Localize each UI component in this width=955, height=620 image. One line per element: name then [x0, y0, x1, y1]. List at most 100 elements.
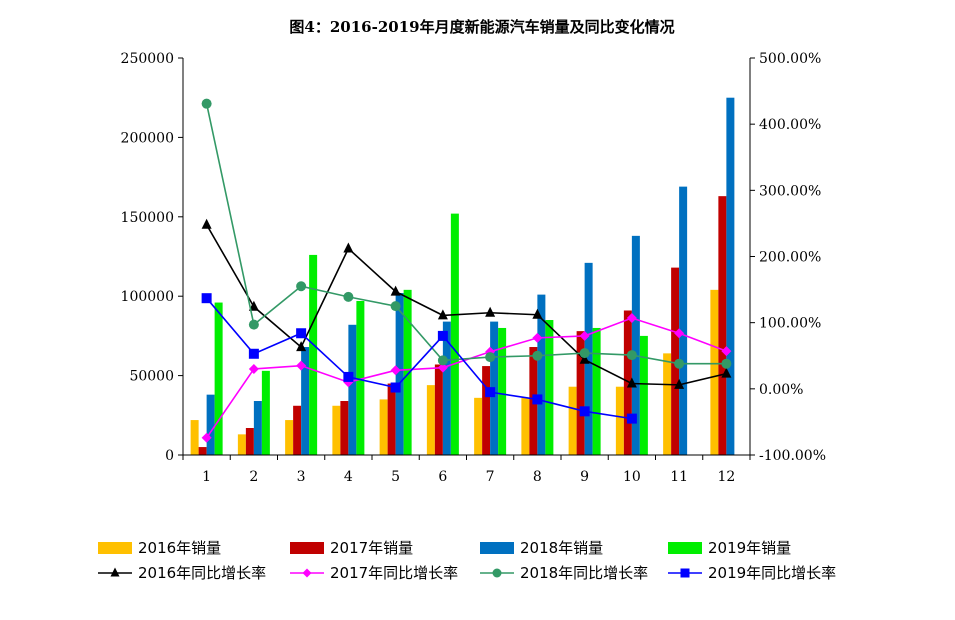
marker-square	[296, 328, 307, 339]
bar	[332, 405, 341, 455]
marker-triangle	[579, 353, 590, 364]
y-left-tick-label: 100000	[121, 289, 174, 305]
legend-label: 2018年同比增长率	[520, 564, 648, 582]
marker-circle	[579, 348, 590, 359]
y-left-tick-label: 250000	[121, 51, 174, 67]
marker-diamond	[721, 346, 732, 357]
bar	[198, 447, 207, 455]
marker-square	[579, 406, 590, 417]
marker-square	[343, 371, 354, 382]
legend-label: 2016年销量	[138, 539, 221, 557]
bar	[623, 310, 632, 455]
marker-triangle	[437, 309, 448, 320]
bar	[450, 213, 459, 455]
y-right-tick-label: 100.00%	[759, 316, 821, 332]
legend-label: 2019年同比增长率	[708, 564, 836, 582]
marker-triangle	[201, 218, 212, 229]
marker-square	[201, 293, 212, 304]
bar	[379, 399, 388, 455]
x-tick-label: 3	[297, 469, 306, 485]
marker-diamond	[302, 568, 312, 578]
y-right-tick-label: 0.00%	[759, 382, 803, 398]
bar	[309, 254, 318, 455]
x-tick-label: 6	[438, 469, 447, 485]
marker-circle	[437, 355, 448, 366]
marker-diamond	[248, 363, 259, 374]
bar	[301, 347, 310, 455]
marker-triangle	[296, 341, 307, 352]
bar	[576, 331, 585, 455]
marker-circle	[626, 350, 637, 361]
series-line	[205, 224, 727, 386]
marker-square	[437, 330, 448, 341]
marker-circle	[201, 98, 212, 109]
bar	[545, 320, 554, 455]
x-tick-label: 10	[623, 469, 641, 485]
legend-label: 2017年销量	[330, 539, 413, 557]
bar	[482, 366, 491, 455]
marker-square	[680, 568, 690, 578]
bar	[214, 302, 223, 455]
bar	[442, 321, 451, 455]
marker-diamond	[390, 365, 401, 376]
x-tick-label: 11	[670, 469, 688, 485]
lines-layer	[201, 98, 732, 443]
marker-circle	[390, 301, 401, 312]
bar	[237, 434, 246, 455]
bar	[434, 364, 443, 455]
marker-circle	[485, 352, 496, 363]
marker-triangle	[626, 377, 637, 388]
marker-diamond	[532, 332, 543, 343]
bar	[631, 235, 640, 455]
marker-triangle	[532, 308, 543, 319]
bar	[718, 196, 727, 455]
marker-circle	[674, 358, 685, 369]
marker-square	[626, 413, 637, 424]
legend-swatch	[98, 542, 132, 554]
y-left-tick-label: 50000	[129, 369, 174, 385]
marker-circle	[532, 350, 543, 361]
y-right-tick-label: 200.00%	[759, 250, 821, 266]
marker-square	[390, 382, 401, 393]
y-right-tick-label: 400.00%	[759, 117, 821, 133]
marker-circle	[492, 568, 502, 578]
y-left-tick-label: 0	[165, 448, 174, 464]
bar	[190, 420, 199, 455]
marker-triangle	[248, 300, 259, 311]
legend-label: 2016年同比增长率	[138, 564, 266, 582]
bar	[521, 397, 530, 455]
bar	[663, 353, 672, 455]
bar	[615, 386, 624, 455]
y-right-tick-label: -100.00%	[759, 448, 826, 464]
bar	[348, 324, 357, 455]
x-tick-label: 5	[391, 469, 400, 485]
marker-triangle	[721, 367, 732, 378]
y-right-tick-label: 500.00%	[759, 51, 821, 67]
marker-diamond	[579, 330, 590, 341]
marker-square	[532, 394, 543, 405]
bar	[356, 300, 365, 455]
legend-swatch	[480, 542, 514, 554]
series-line	[205, 317, 727, 439]
x-tick-label: 2	[249, 469, 258, 485]
bar	[568, 386, 577, 455]
bar	[261, 370, 270, 455]
x-tick-label: 8	[533, 469, 542, 485]
bar	[340, 401, 349, 455]
marker-triangle	[390, 285, 401, 296]
legend-label: 2017年同比增长率	[330, 564, 458, 582]
axes-layer: 1 2 3 4 5 6 7 8 9 10 11 120500001000001500002000002…	[121, 51, 826, 485]
marker-circle	[343, 291, 354, 302]
y-right-tick-label: 300.00%	[759, 183, 821, 199]
series-line	[205, 103, 727, 365]
bar	[426, 385, 435, 455]
marker-triangle	[485, 306, 496, 317]
bar	[403, 289, 412, 455]
legend-swatch	[668, 542, 702, 554]
legend-swatch	[290, 542, 324, 554]
bar	[395, 293, 404, 455]
marker-diamond	[674, 328, 685, 339]
bar	[474, 397, 483, 455]
